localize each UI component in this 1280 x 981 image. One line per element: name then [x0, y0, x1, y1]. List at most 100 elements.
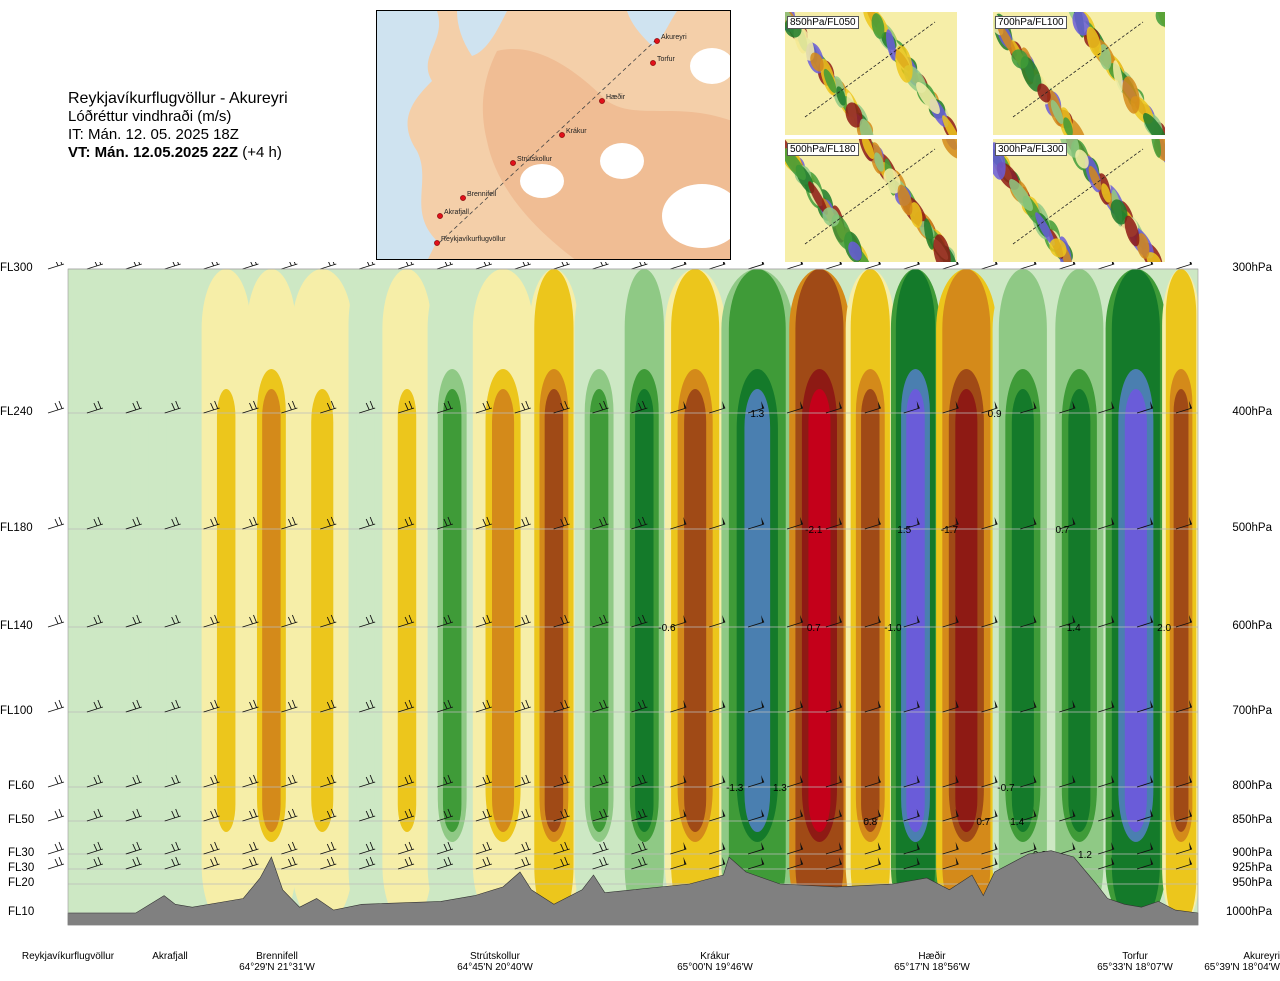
wind-barb: [1059, 700, 1076, 713]
wind-barb: [786, 775, 804, 788]
wind-barb: [436, 856, 454, 870]
wind-barb: [320, 400, 337, 414]
wind-barb: [592, 699, 609, 713]
wind-barb: [359, 774, 376, 788]
wind-barb: [359, 262, 376, 270]
wind-barb: [242, 841, 259, 855]
wind-barb: [825, 857, 843, 870]
wind-barb: [903, 809, 920, 822]
wind-barb: [981, 401, 998, 414]
velocity-band: [171, 389, 191, 832]
thumbnail-700hpa-map: [993, 12, 1165, 135]
thumbnail-850hpa[interactable]: 850hPa/FL050: [785, 12, 957, 135]
location-coord: 65°33'N 18°07'W: [1097, 962, 1173, 973]
wind-barb: [320, 262, 337, 270]
wind-barb: [942, 842, 959, 855]
value-label: -1.7: [941, 525, 959, 536]
wind-barb: [553, 841, 570, 855]
route-map: Akureyri Torfur Hæðir Krákur Strútskollur Bre…: [376, 10, 731, 260]
velocity-band: [1173, 389, 1189, 832]
wind-barb: [903, 615, 920, 628]
wind-barb: [125, 808, 142, 822]
wind-barb: [1059, 401, 1076, 414]
wind-barb: [242, 808, 259, 822]
location-coord: 64°45'N 20°40'W: [457, 962, 533, 973]
wind-barb: [86, 400, 104, 414]
wind-barb: [164, 614, 181, 628]
value-label: 1.2: [1078, 850, 1092, 861]
location-label: Krákur 65°00'N 19°46'W: [645, 951, 785, 973]
wind-barb: [942, 775, 959, 788]
velocity-band: [955, 389, 978, 832]
wind-barb: [397, 856, 415, 870]
wind-barb: [1020, 842, 1037, 855]
wind-barb: [748, 809, 765, 822]
pressure-label: 850hPa: [1232, 814, 1272, 826]
wind-barb: [864, 842, 881, 855]
wind-barb: [86, 699, 104, 713]
wind-barb: [125, 400, 142, 414]
wind-barb: [436, 614, 454, 628]
wind-barb: [1020, 809, 1037, 822]
wind-barb: [397, 614, 415, 628]
wind-barb: [436, 699, 454, 713]
wind-barb: [942, 401, 959, 414]
wind-barb: [164, 774, 181, 788]
thumbnail-300hpa-map: [993, 139, 1165, 262]
wind-barb: [164, 400, 181, 414]
wind-barb: [631, 516, 648, 530]
velocity-band: [1068, 389, 1091, 832]
wind-barb: [514, 774, 531, 788]
thumbnail-700hpa[interactable]: 700hPa/FL100: [993, 12, 1165, 135]
wind-barb: [786, 700, 804, 713]
wind-barb: [592, 856, 609, 870]
wind-barb: [670, 401, 687, 414]
velocity-band: [1124, 389, 1147, 832]
terrain-profile: [67, 850, 1199, 926]
wind-barb: [825, 401, 843, 414]
pressure-label: 400hPa: [1232, 406, 1272, 418]
svg-text:Brennifell: Brennifell: [467, 191, 497, 198]
wind-barb: [125, 774, 142, 788]
wind-barb: [748, 517, 765, 530]
location-name: Krákur: [700, 951, 730, 962]
wind-barb: [436, 808, 454, 822]
thumbnail-300hpa[interactable]: 300hPa/FL300: [993, 139, 1165, 262]
location-label: Akrafjall: [100, 951, 240, 962]
wind-barb: [1175, 517, 1193, 530]
wind-barb: [942, 517, 959, 530]
location-name: Torfur: [1122, 951, 1148, 962]
wind-barb: [1175, 809, 1193, 822]
wind-barb: [709, 401, 726, 414]
wind-barb: [436, 774, 454, 788]
cross-section-chart: 1.3 0.9 -2.1 1.5 -1.7 0.7 -0.6 0.7 -1.0 1.4 2.0 -1.…: [47, 262, 1199, 926]
thumbnail-500hpa[interactable]: 500hPa/FL180: [785, 139, 957, 262]
wind-barb: [164, 808, 181, 822]
wind-barb: [436, 516, 454, 530]
wind-barb: [475, 614, 492, 628]
wind-barb: [242, 262, 259, 270]
value-label: -2.1: [805, 525, 823, 536]
value-label: 1.5: [897, 525, 911, 536]
wind-barb: [709, 517, 726, 530]
wind-barb: [670, 700, 687, 713]
wind-barb: [1020, 615, 1037, 628]
thumbnail-label: 850hPa/FL050: [787, 16, 859, 29]
velocity-band: [744, 389, 771, 832]
wind-barb: [825, 615, 843, 628]
wind-barb: [281, 262, 298, 270]
wind-barb: [942, 700, 959, 713]
wind-barb: [1175, 401, 1193, 414]
wind-barb: [631, 808, 648, 822]
fl-label: FL300: [0, 262, 33, 274]
thumbnail-label: 500hPa/FL180: [787, 143, 859, 156]
value-label: 1.3: [750, 409, 764, 420]
wind-barb: [281, 841, 298, 855]
wind-barb: [709, 842, 726, 855]
velocity-band: [397, 389, 417, 832]
wind-barb: [47, 841, 65, 855]
map-stations: Akureyri Torfur Hæðir Krákur Strútskollur Bre…: [434, 34, 687, 246]
wind-barb: [670, 857, 687, 870]
wind-barb: [748, 401, 765, 414]
wind-barb: [514, 808, 531, 822]
